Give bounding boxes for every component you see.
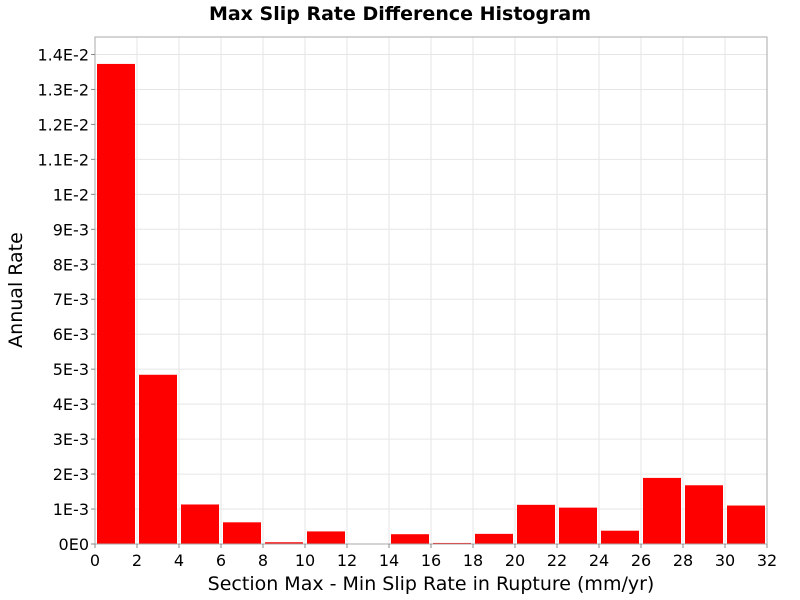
bars	[97, 63, 765, 544]
histogram-bar	[475, 533, 513, 544]
x-tick-label: 20	[505, 551, 525, 570]
y-tick-label: 2E-3	[53, 465, 89, 484]
x-tick-label: 14	[379, 551, 399, 570]
x-tick-label: 12	[337, 551, 357, 570]
histogram-bar	[223, 522, 261, 544]
x-tick-label: 18	[463, 551, 483, 570]
x-axis-ticks: 0 2 4 6 8 10 12 14 16 18 20 22 24 26 28 30 32	[90, 544, 777, 570]
histogram-bar	[601, 530, 639, 544]
y-tick-label: 1.1E-2	[37, 150, 89, 169]
y-tick-label: 9E-3	[53, 220, 89, 239]
histogram-bar	[433, 542, 471, 544]
x-axis-label: Section Max - Min Slip Rate in Rupture (…	[208, 573, 655, 595]
histogram-bar	[685, 485, 723, 544]
x-tick-label: 28	[673, 551, 693, 570]
histogram-bar	[391, 534, 429, 544]
x-tick-label: 4	[174, 551, 184, 570]
x-tick-label: 0	[90, 551, 100, 570]
y-tick-label: 6E-3	[53, 325, 89, 344]
histogram-bar	[727, 505, 765, 544]
y-tick-label: 1.3E-2	[37, 80, 89, 99]
y-tick-label: 1.4E-2	[37, 45, 89, 64]
y-tick-label: 3E-3	[53, 430, 89, 449]
y-tick-label: 7E-3	[53, 290, 89, 309]
y-tick-label: 1E-3	[53, 500, 89, 519]
histogram-bar	[307, 531, 345, 544]
y-tick-label: 4E-3	[53, 395, 89, 414]
y-tick-label: 8E-3	[53, 255, 89, 274]
x-tick-label: 22	[547, 551, 567, 570]
x-tick-label: 30	[715, 551, 735, 570]
y-tick-label: 1.2E-2	[37, 115, 89, 134]
histogram-bar	[517, 504, 555, 544]
x-tick-label: 8	[258, 551, 268, 570]
x-tick-label: 26	[631, 551, 651, 570]
grid	[94, 37, 768, 545]
histogram-bar	[97, 63, 135, 544]
histogram-bar	[265, 542, 303, 544]
x-tick-label: 6	[216, 551, 226, 570]
histogram-bar	[559, 507, 597, 544]
y-axis-label: Annual Rate	[5, 232, 27, 348]
x-tick-label: 24	[589, 551, 609, 570]
y-tick-label: 1E-2	[53, 185, 89, 204]
chart-title: Max Slip Rate Difference Histogram	[209, 3, 591, 25]
x-tick-label: 2	[132, 551, 142, 570]
x-tick-label: 10	[295, 551, 315, 570]
y-tick-label: 0E0	[59, 535, 89, 554]
histogram-bar	[139, 374, 177, 544]
x-tick-label: 32	[757, 551, 777, 570]
histogram-bar	[643, 477, 681, 544]
y-axis-ticks: 0E0 1E-3 2E-3 3E-3 4E-3 5E-3 6E-3 7E-3 8E-3 9E-3 1…	[37, 45, 95, 554]
y-tick-label: 5E-3	[53, 360, 89, 379]
histogram-bar	[181, 504, 219, 544]
x-tick-label: 16	[421, 551, 441, 570]
